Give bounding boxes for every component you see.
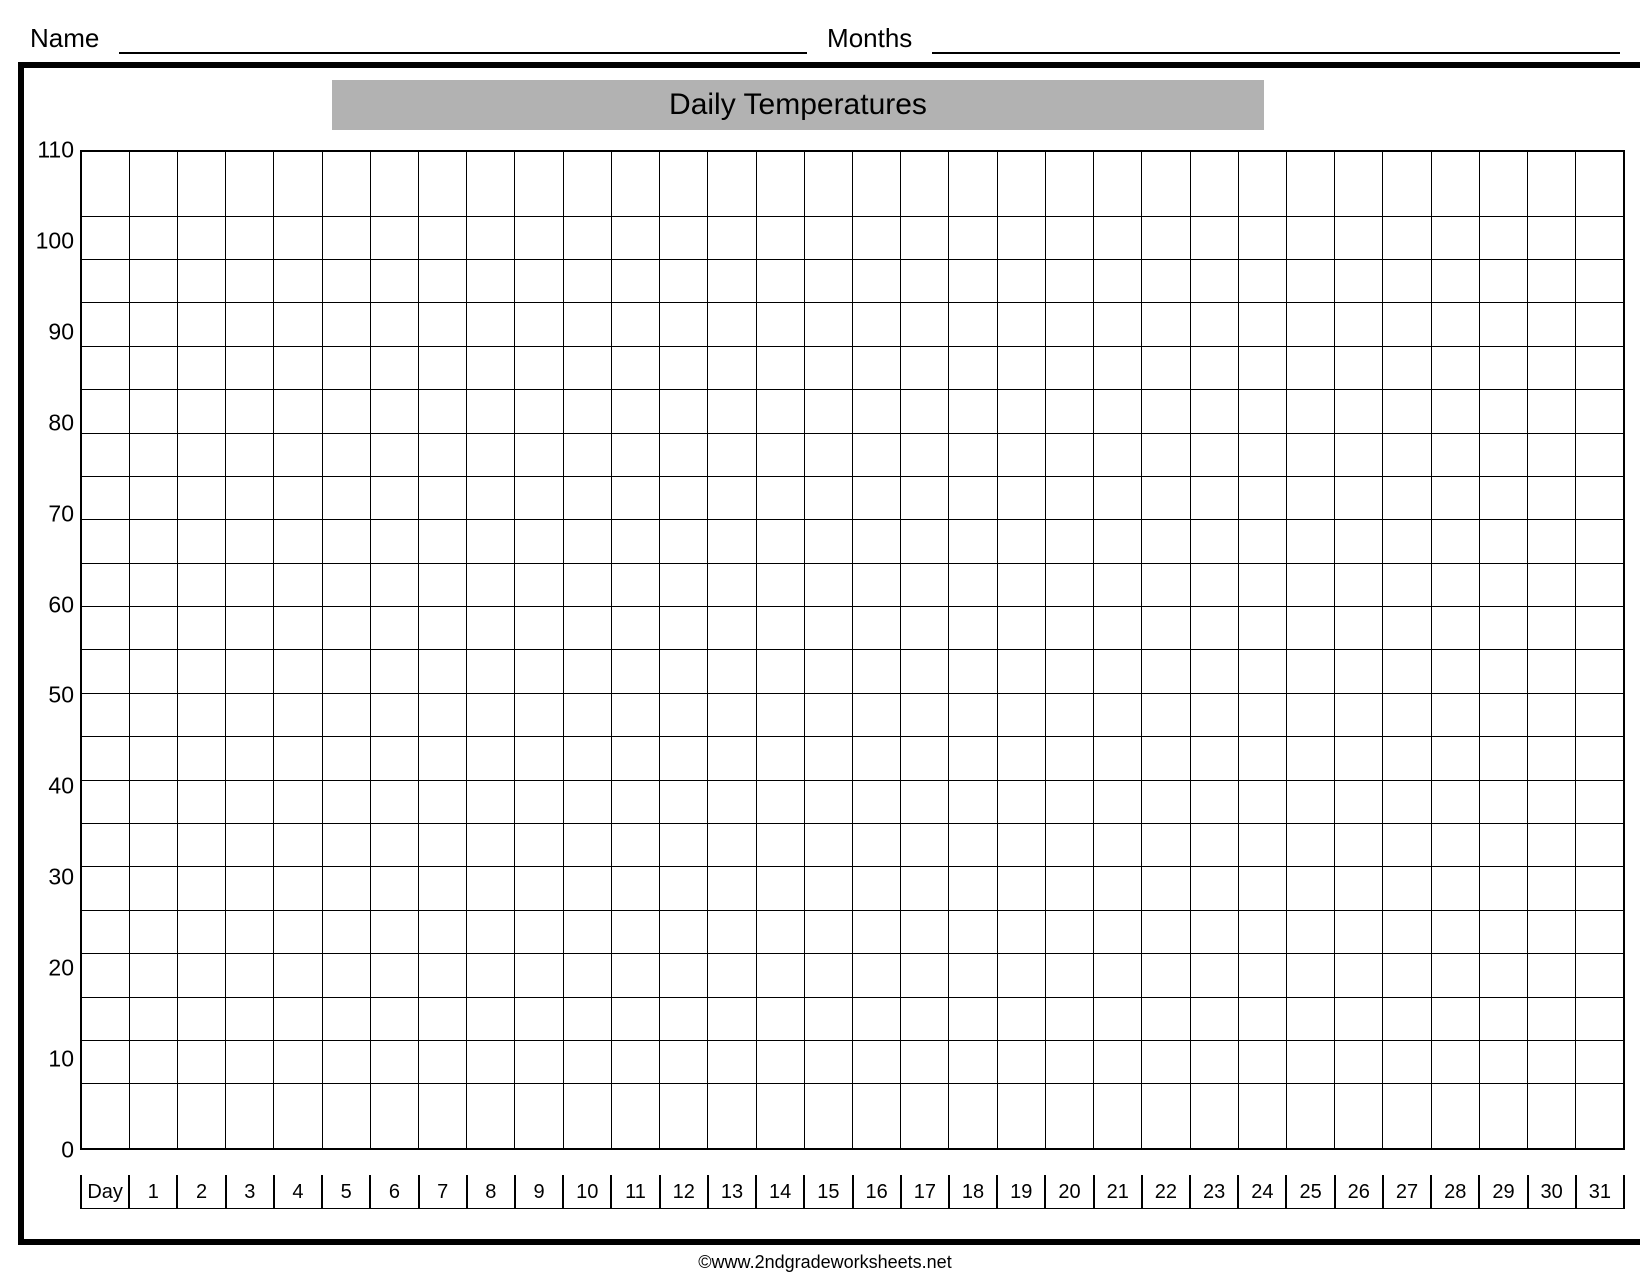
x-day-label: 12 <box>660 1175 708 1209</box>
months-label: Months <box>827 23 912 54</box>
y-tick-label: 110 <box>24 137 74 164</box>
footer-credit: ©www.2ndgradeworksheets.net <box>0 1252 1650 1273</box>
x-day-label: 14 <box>756 1175 804 1209</box>
y-tick-label: 50 <box>24 682 74 709</box>
y-tick-label: 30 <box>24 864 74 891</box>
x-day-label: 15 <box>804 1175 852 1209</box>
y-tick-label: 80 <box>24 409 74 436</box>
y-tick-label: 0 <box>24 1137 74 1164</box>
header-row: Name Months <box>30 14 1620 54</box>
y-tick-label: 60 <box>24 591 74 618</box>
x-day-label: 2 <box>177 1175 225 1209</box>
x-day-label: 26 <box>1335 1175 1383 1209</box>
x-day-label: 16 <box>853 1175 901 1209</box>
x-day-label: 20 <box>1045 1175 1093 1209</box>
x-day-label: 18 <box>949 1175 997 1209</box>
months-blank-line <box>932 26 1620 54</box>
x-day-label: 19 <box>997 1175 1045 1209</box>
x-day-label: 21 <box>1094 1175 1142 1209</box>
name-label: Name <box>30 23 99 54</box>
bottom-rule <box>18 1239 1640 1245</box>
x-day-label: 27 <box>1383 1175 1431 1209</box>
x-day-label: 23 <box>1190 1175 1238 1209</box>
x-day-label: 4 <box>274 1175 322 1209</box>
x-day-label: 11 <box>611 1175 659 1209</box>
x-day-label: 8 <box>467 1175 515 1209</box>
name-blank-line <box>119 26 807 54</box>
x-day-label: 1 <box>129 1175 177 1209</box>
y-tick-label: 10 <box>24 1046 74 1073</box>
y-tick-label: 100 <box>24 227 74 254</box>
x-day-label: 10 <box>563 1175 611 1209</box>
x-day-label: 9 <box>515 1175 563 1209</box>
x-day-label: 22 <box>1142 1175 1190 1209</box>
x-day-label: 5 <box>322 1175 370 1209</box>
x-day-label: 30 <box>1528 1175 1576 1209</box>
y-tick-label: 40 <box>24 773 74 800</box>
x-day-label: 29 <box>1479 1175 1527 1209</box>
grid-area <box>80 150 1625 1150</box>
y-tick-label: 20 <box>24 955 74 982</box>
y-tick-label: 70 <box>24 500 74 527</box>
x-day-label: 25 <box>1286 1175 1334 1209</box>
x-day-label: 7 <box>419 1175 467 1209</box>
top-rule <box>18 62 1640 68</box>
x-day-label: 6 <box>370 1175 418 1209</box>
x-day-label: 3 <box>226 1175 274 1209</box>
x-day-label: 24 <box>1238 1175 1286 1209</box>
chart-title: Daily Temperatures <box>332 80 1264 130</box>
x-axis-header: Day <box>80 1175 129 1209</box>
x-day-label: 31 <box>1576 1175 1625 1209</box>
y-tick-label: 90 <box>24 318 74 345</box>
x-day-label: 13 <box>708 1175 756 1209</box>
x-axis-labels: Day1234567891011121314151617181920212223… <box>80 1175 1625 1209</box>
chart-grid <box>80 150 1625 1150</box>
x-day-label: 28 <box>1431 1175 1479 1209</box>
x-day-label: 17 <box>901 1175 949 1209</box>
worksheet-page: Name Months Daily Temperatures 110100908… <box>0 0 1650 1275</box>
y-axis-labels: 1101009080706050403020100 <box>24 150 78 1150</box>
